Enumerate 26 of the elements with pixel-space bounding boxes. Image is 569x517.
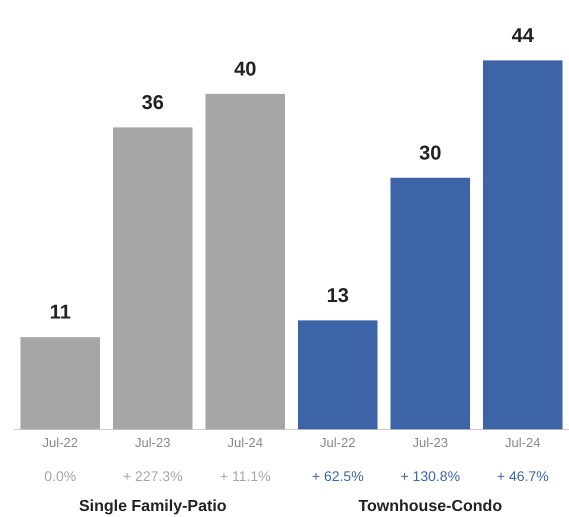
bar [482, 60, 563, 430]
data-label: 11 [50, 302, 71, 324]
text: Single Family-Patio [78, 498, 227, 515]
data-label: 13 [326, 284, 349, 307]
x-tick-label: Jul-24 [505, 434, 540, 450]
text: Townhouse-Condo [358, 498, 502, 515]
text: + 11.1% [220, 468, 271, 484]
text: 0.0% [44, 468, 76, 484]
bar [390, 178, 470, 430]
text: + 62.5% [312, 468, 364, 484]
bar [112, 127, 193, 430]
bar [20, 337, 100, 430]
data-label: 40 [234, 58, 256, 80]
data-label: 30 [419, 142, 442, 164]
text: + 130.8% [400, 468, 460, 484]
data-label: 36 [142, 92, 164, 114]
x-tick-label: Jul-24 [228, 434, 263, 450]
x-tick-label: Jul-23 [135, 434, 170, 450]
text: + 46.7% [496, 468, 549, 484]
data-label: 44 [512, 24, 535, 47]
x-tick-label: Jul-22 [42, 434, 78, 450]
bar [205, 94, 286, 430]
bar [298, 320, 378, 430]
x-tick-label: Jul-22 [320, 434, 356, 450]
text: + 227.3% [122, 468, 183, 484]
x-tick-label: Jul-23 [412, 434, 448, 450]
